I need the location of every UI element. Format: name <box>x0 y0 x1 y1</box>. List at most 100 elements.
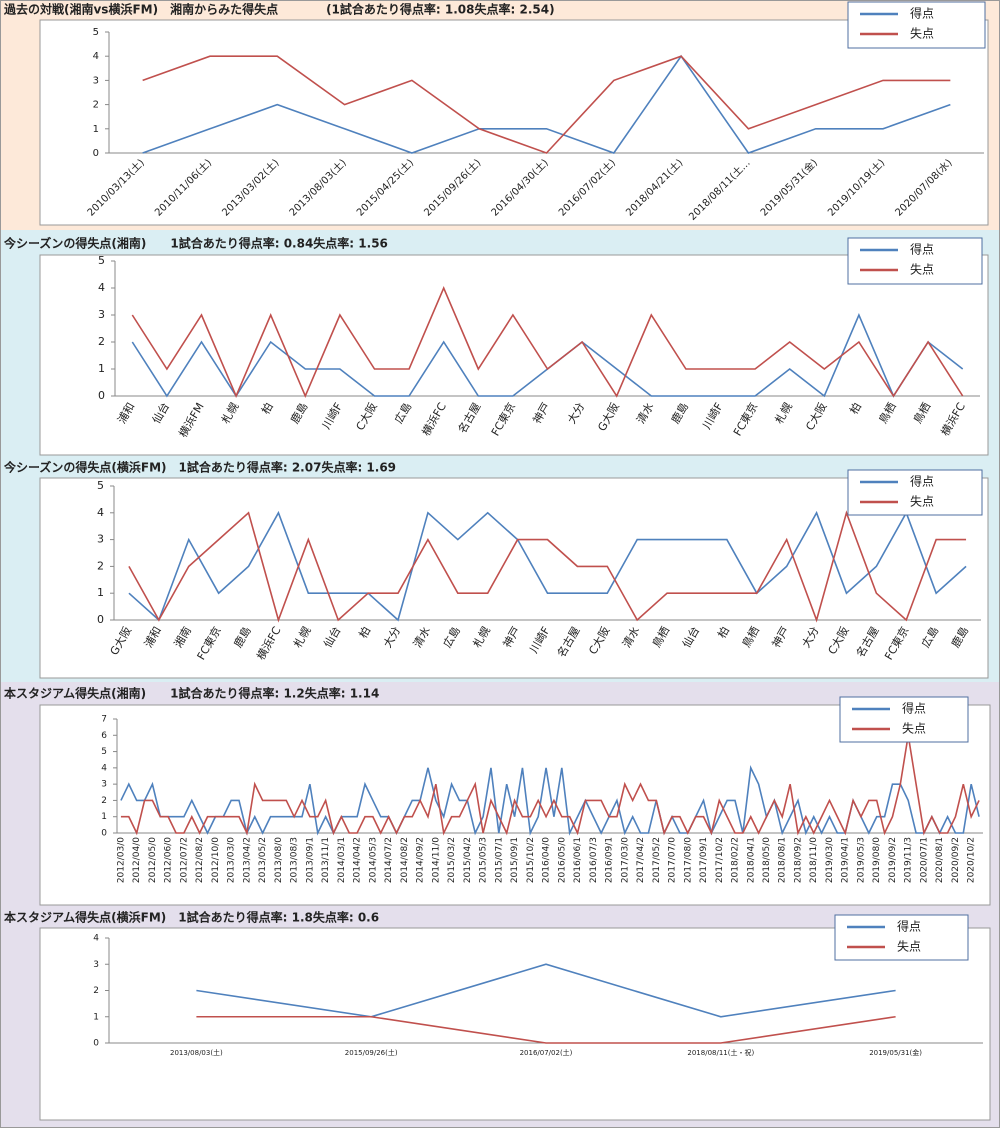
x-tick-label: 2016/07/3 <box>589 837 599 883</box>
y-tick-label: 4 <box>93 934 99 944</box>
y-tick-label: 3 <box>97 533 104 546</box>
x-tick-label: 2018/04/1 <box>746 837 756 883</box>
x-tick-label: 2015/04/2 <box>463 837 473 883</box>
x-tick-label: 2020/10/2 <box>967 837 977 883</box>
x-tick-label: 2013/05/2 <box>258 837 268 883</box>
x-tick-label: 2012/04/0 <box>132 837 142 883</box>
x-tick-label: 2014/08/2 <box>400 837 410 883</box>
x-tick-label: 2016/06/1 <box>573 837 583 883</box>
x-tick-label: 2019/09/2 <box>888 837 898 883</box>
legend-label: 得点 <box>910 6 934 21</box>
series-line <box>120 735 980 836</box>
x-tick-label: 2019/03/0 <box>825 837 835 883</box>
x-tick-label: 2017/03/0 <box>620 837 630 883</box>
x-tick-label: 2014/09/2 <box>416 837 426 883</box>
x-tick-label: 2018/09/2 <box>793 837 803 883</box>
chart-title: 今シーズンの得失点(横浜FM) 1試合あたり得点率: 2.07失点率: 1.69 <box>3 460 396 475</box>
y-tick-label: 2 <box>98 335 105 348</box>
x-tick-label: 2020/07/1 <box>919 837 929 883</box>
x-tick-label: 2016/09/1 <box>605 837 615 883</box>
series-line <box>142 54 951 154</box>
legend-box <box>834 914 969 961</box>
series-line <box>131 285 964 399</box>
x-tick-label: 2012/10/0 <box>211 837 221 883</box>
x-tick-label: 2013/04/2 <box>242 837 252 883</box>
x-tick-label: 2012/06/0 <box>164 837 174 883</box>
y-tick-label: 5 <box>98 254 105 267</box>
y-tick-label: 1 <box>93 124 99 135</box>
series-line <box>142 55 951 154</box>
x-tick-label: 2013/03/0 <box>227 837 237 883</box>
y-tick-label: 2 <box>101 796 107 806</box>
legend-label: 失点 <box>910 262 934 277</box>
chart-area <box>39 477 989 679</box>
x-tick-label: 2017/08/0 <box>683 837 693 883</box>
x-tick-label: 2019/04/1 <box>841 837 851 883</box>
y-tick-label: 1 <box>98 362 105 375</box>
y-tick-label: 2 <box>93 986 99 996</box>
chart-title: 本スタジアム得失点(横浜FM) 1試合あたり得点率: 1.8失点率: 0.6 <box>4 910 379 925</box>
x-tick-label: 2017/10/2 <box>715 837 725 883</box>
chart-area <box>39 19 989 226</box>
y-tick-label: 1 <box>93 1012 99 1022</box>
legend-label: 得点 <box>897 919 921 934</box>
legend-box <box>847 469 983 516</box>
y-tick-label: 4 <box>98 281 105 294</box>
x-tick-label: 2019/05/3 <box>856 837 866 883</box>
x-tick-label: 2014/03/1 <box>337 837 347 883</box>
legend-label: 失点 <box>902 721 926 736</box>
legend-label: 得点 <box>910 242 934 257</box>
x-tick-label: 2012/03/0 <box>116 837 126 883</box>
y-tick-label: 0 <box>93 1039 99 1049</box>
y-tick-label: 6 <box>101 731 107 741</box>
x-tick-label: 2020/08/1 <box>935 837 945 883</box>
x-tick-label: 2017/09/1 <box>699 837 709 883</box>
x-tick-label: 2012/05/0 <box>148 837 158 883</box>
x-tick-label: 2020/09/2 <box>951 837 961 883</box>
x-tick-label: 2015/10/2 <box>526 837 536 883</box>
y-tick-label: 2 <box>97 559 104 572</box>
y-tick-label: 0 <box>93 148 99 159</box>
x-tick-label: 2018/08/1 <box>778 837 788 883</box>
x-tick-label: 2018/02/2 <box>731 837 741 883</box>
x-tick-label: 2015/03/2 <box>447 837 457 883</box>
x-tick-label: 2019/08/0 <box>872 837 882 883</box>
x-tick-label: 2013/09/1 <box>305 837 315 883</box>
x-tick-label: 2018/11/0 <box>809 837 819 883</box>
x-tick-label: 2014/05/3 <box>368 837 378 883</box>
y-tick-label: 1 <box>101 812 107 822</box>
x-tick-label: 2015/09/26(土) <box>345 1048 398 1057</box>
x-tick-label: 2015/09/1 <box>510 837 520 883</box>
x-tick-label: 2017/04/2 <box>636 837 646 883</box>
x-tick-label: 2016/07/02(土) <box>520 1048 573 1057</box>
chart-title: 今シーズンの得失点(湘南) 1試合あたり得点率: 0.84失点率: 1.56 <box>3 236 388 251</box>
legend-box <box>847 237 983 285</box>
x-tick-label: 2013/11/1 <box>321 837 331 883</box>
x-tick-label: 2017/07/0 <box>668 837 678 883</box>
y-tick-label: 3 <box>93 75 99 86</box>
y-tick-label: 4 <box>97 506 104 519</box>
chart-title: 過去の対戦(湘南vs横浜FM) 湘南からみた得失点 (1試合あたり得点率: 1.… <box>3 2 555 17</box>
legend-label: 失点 <box>910 494 934 509</box>
y-tick-label: 5 <box>97 479 104 492</box>
x-tick-label: 2014/11/0 <box>431 837 441 883</box>
series-line <box>196 963 896 1018</box>
series-line <box>196 1015 896 1044</box>
x-tick-label: 2012/08/2 <box>195 837 205 883</box>
y-tick-label: 0 <box>98 389 105 402</box>
x-tick-label: 2019/11/3 <box>904 837 914 883</box>
legend-label: 得点 <box>910 474 934 489</box>
x-tick-label: 2016/04/0 <box>542 837 552 883</box>
y-tick-label: 3 <box>93 960 99 970</box>
y-tick-label: 0 <box>101 829 107 839</box>
series-line <box>128 510 967 623</box>
x-tick-label: 2013/08/03(土) <box>170 1048 223 1057</box>
legend-label: 失点 <box>897 939 921 954</box>
x-tick-label: 2013/08/0 <box>274 837 284 883</box>
x-tick-label: 2014/07/2 <box>384 837 394 883</box>
chart-area <box>39 927 991 1121</box>
y-tick-label: 1 <box>97 586 104 599</box>
legend-box <box>839 696 969 743</box>
y-tick-label: 3 <box>98 308 105 321</box>
